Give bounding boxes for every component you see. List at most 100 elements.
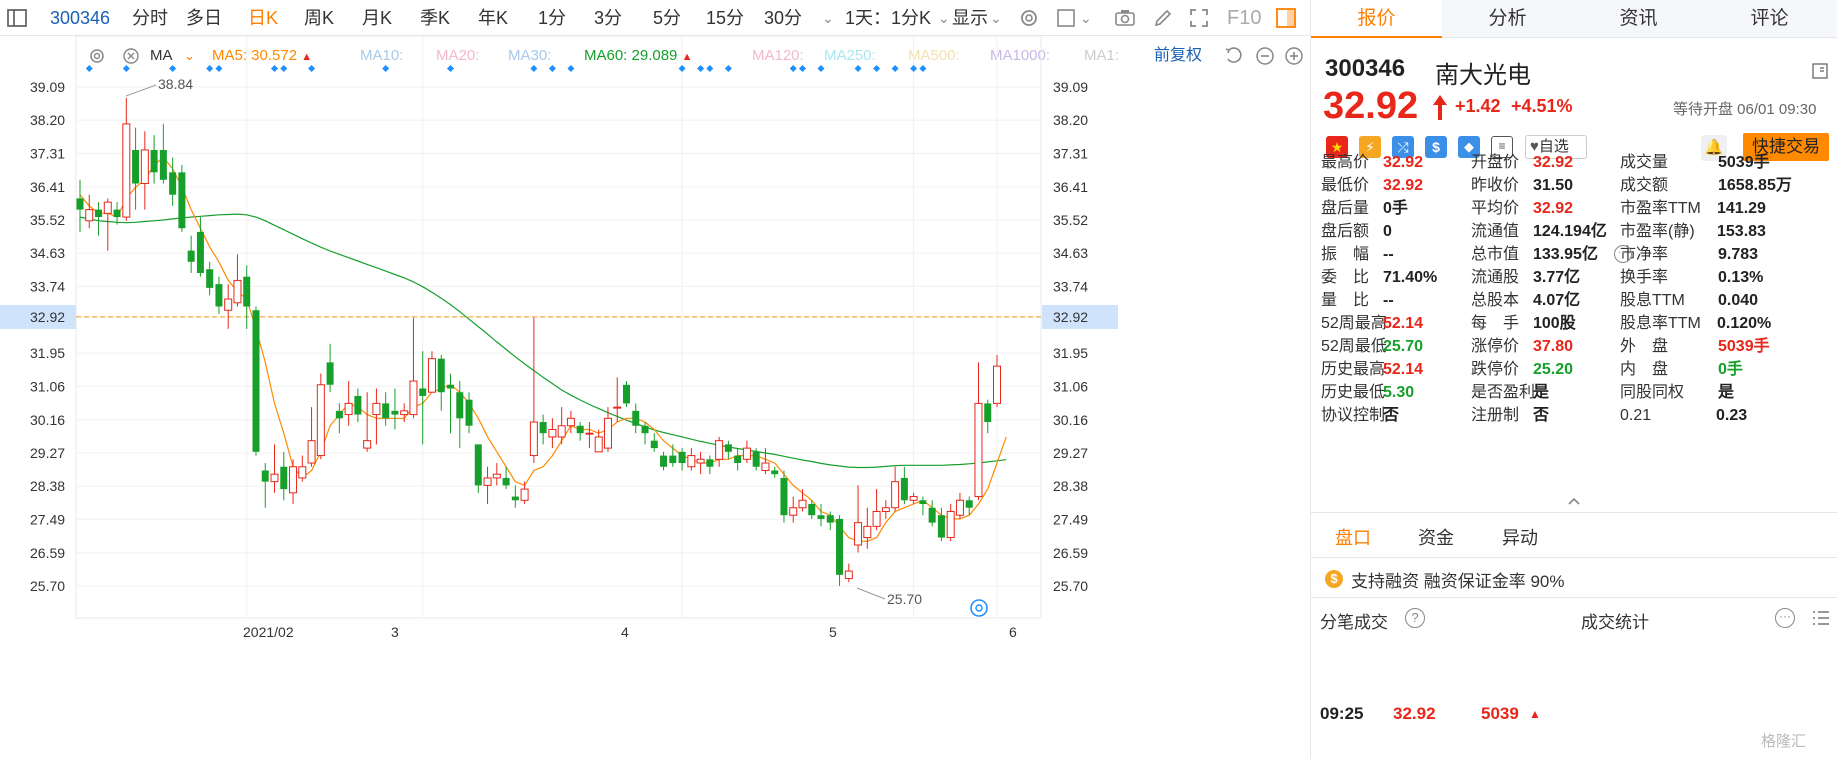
candle[interactable] bbox=[140, 149, 149, 185]
candle[interactable] bbox=[937, 515, 945, 538]
candle[interactable] bbox=[224, 298, 233, 311]
lightning-icon[interactable]: ⚡ bbox=[1359, 136, 1381, 158]
candle[interactable] bbox=[594, 436, 603, 453]
candle[interactable] bbox=[456, 392, 464, 419]
subtab-orderbook[interactable]: 盘口 bbox=[1335, 528, 1371, 548]
candle[interactable] bbox=[122, 123, 131, 218]
candle[interactable] bbox=[206, 269, 214, 288]
candle[interactable] bbox=[955, 499, 964, 516]
candle[interactable] bbox=[909, 496, 918, 501]
notes-icon[interactable]: ≡ bbox=[1491, 136, 1513, 158]
candle[interactable] bbox=[984, 403, 992, 423]
candle[interactable] bbox=[826, 515, 834, 523]
candle[interactable] bbox=[354, 395, 362, 415]
chevron-down-icon[interactable]: ⌄ bbox=[184, 48, 195, 63]
candle[interactable] bbox=[557, 425, 566, 438]
candle[interactable] bbox=[492, 473, 501, 479]
tab-quote[interactable]: 报价 bbox=[1311, 0, 1442, 38]
candle[interactable] bbox=[650, 440, 658, 449]
dollar-icon[interactable]: $ bbox=[1425, 136, 1447, 158]
event-marker[interactable] bbox=[706, 65, 714, 72]
kline-chart[interactable]: 39.09 39.09 38.20 38.20 37.31 37.31 36.41 36.41… bbox=[0, 36, 1310, 759]
indicator-name[interactable]: MA bbox=[150, 47, 173, 64]
camera-icon[interactable] bbox=[1114, 7, 1136, 29]
panel-toggle-icon[interactable] bbox=[1275, 7, 1297, 29]
candle[interactable] bbox=[928, 507, 936, 523]
tab-analysis[interactable]: 分析 bbox=[1488, 8, 1527, 29]
candle[interactable] bbox=[632, 410, 640, 426]
candle[interactable] bbox=[103, 201, 112, 214]
event-marker[interactable] bbox=[271, 65, 279, 72]
undo-icon[interactable] bbox=[1223, 45, 1245, 67]
candle[interactable] bbox=[585, 432, 594, 435]
candle[interactable] bbox=[233, 279, 242, 304]
candle[interactable] bbox=[771, 470, 779, 475]
period-tab[interactable]: 1分 bbox=[538, 8, 567, 28]
candle[interactable] bbox=[891, 481, 900, 509]
candle[interactable] bbox=[159, 149, 167, 180]
candle[interactable] bbox=[363, 440, 372, 449]
event-marker[interactable] bbox=[548, 65, 556, 72]
period-tab-active[interactable]: 日K bbox=[248, 8, 279, 28]
period-tab[interactable]: 周K bbox=[304, 8, 335, 28]
event-marker[interactable] bbox=[215, 65, 223, 72]
subtab-anomaly[interactable]: 异动 bbox=[1502, 528, 1538, 548]
candle[interactable] bbox=[789, 507, 798, 516]
period-tab[interactable]: 5分 bbox=[653, 8, 682, 28]
tag-icon[interactable]: ◆ bbox=[1458, 136, 1480, 158]
candle[interactable] bbox=[576, 425, 584, 434]
period-tab[interactable]: 多日 bbox=[186, 8, 222, 28]
candle[interactable] bbox=[863, 525, 872, 539]
pencil-icon[interactable] bbox=[1152, 7, 1174, 29]
candle[interactable] bbox=[844, 570, 853, 580]
candle[interactable] bbox=[391, 410, 399, 415]
fullscreen-icon[interactable] bbox=[1188, 7, 1210, 29]
event-marker[interactable] bbox=[678, 65, 686, 72]
candle[interactable] bbox=[548, 428, 557, 438]
candle[interactable] bbox=[178, 172, 186, 229]
candle[interactable] bbox=[474, 444, 482, 486]
event-marker[interactable] bbox=[447, 65, 455, 72]
watchlist-button[interactable]: ♥自选 bbox=[1525, 135, 1587, 159]
candle[interactable] bbox=[669, 455, 677, 464]
more-icon[interactable]: ··· bbox=[1614, 245, 1632, 263]
period-tab[interactable]: 年K bbox=[478, 8, 509, 28]
tab-news[interactable]: 资讯 bbox=[1619, 8, 1658, 29]
candle[interactable] bbox=[742, 447, 751, 460]
candle[interactable] bbox=[409, 380, 418, 416]
candle[interactable] bbox=[298, 466, 307, 479]
candle[interactable] bbox=[447, 384, 455, 389]
candle[interactable] bbox=[622, 384, 630, 404]
candle[interactable] bbox=[85, 209, 94, 222]
display-menu[interactable]: 显示 bbox=[952, 8, 988, 28]
candle[interactable] bbox=[613, 406, 622, 409]
event-marker[interactable] bbox=[724, 65, 732, 72]
candle[interactable] bbox=[660, 455, 668, 467]
help-icon[interactable]: ? bbox=[1405, 608, 1425, 628]
candle[interactable] bbox=[780, 477, 788, 516]
candle[interactable] bbox=[427, 358, 436, 393]
event-marker[interactable] bbox=[697, 65, 705, 72]
candle[interactable] bbox=[993, 365, 1001, 404]
chevron-up-icon[interactable] bbox=[1566, 495, 1582, 507]
candle[interactable] bbox=[400, 410, 409, 416]
list-icon[interactable] bbox=[1811, 608, 1831, 628]
candle[interactable] bbox=[678, 451, 686, 464]
square-icon[interactable] bbox=[1055, 7, 1077, 29]
quick-trade-button[interactable]: 快捷交易 bbox=[1743, 133, 1829, 161]
candle[interactable] bbox=[724, 444, 732, 452]
candle[interactable] bbox=[419, 388, 427, 396]
gear-icon[interactable] bbox=[88, 47, 106, 65]
candle[interactable] bbox=[307, 440, 316, 464]
menu-icon[interactable] bbox=[1811, 62, 1829, 80]
candle[interactable] bbox=[252, 310, 260, 452]
candle[interactable] bbox=[150, 149, 158, 173]
candle[interactable] bbox=[761, 462, 770, 471]
bell-icon[interactable]: 🔔 bbox=[1701, 135, 1727, 161]
chevron-down-icon[interactable]: ⌄ bbox=[990, 10, 1002, 26]
candle[interactable] bbox=[881, 507, 890, 512]
candle[interactable] bbox=[872, 510, 881, 527]
candle[interactable] bbox=[243, 276, 251, 307]
candle[interactable] bbox=[854, 522, 863, 546]
candle[interactable] bbox=[326, 362, 334, 385]
